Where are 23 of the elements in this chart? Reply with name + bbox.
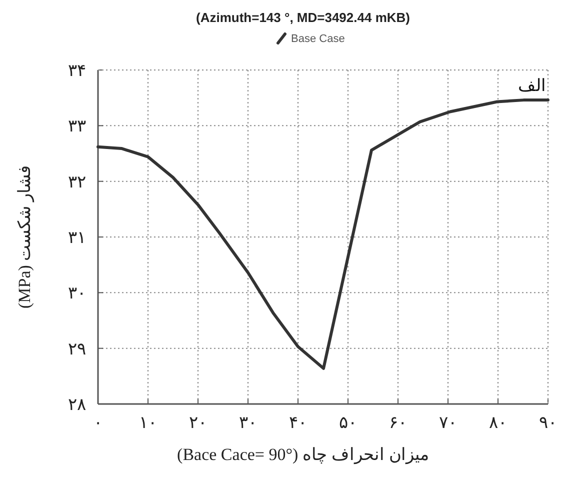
y-tick-label: ۳۴ (68, 61, 86, 80)
y-tick-label: ۲۸ (68, 395, 86, 414)
x-tick-label: ۲۰ (189, 413, 207, 432)
y-tick-label: ۳۳ (68, 116, 86, 136)
x-tick-label: ۰ (94, 413, 102, 432)
x-tick-label: ۹۰ (539, 413, 557, 432)
y-tick-label: ۳۲ (68, 172, 86, 192)
line-series (96, 98, 550, 370)
x-tick-label: ۱۰ (139, 413, 157, 432)
x-axis-title: میزان انحراف چاه (Bace Cace= 90°) (177, 445, 429, 465)
x-tick-label: ۶۰ (389, 413, 407, 432)
x-tick-label: ۴۰ (289, 413, 307, 432)
x-tick-label: ۸۰ (489, 413, 507, 432)
chart-title: (Azimuth=143 °, MD=3492.44 mKB) (196, 10, 410, 25)
annotation: الف (518, 76, 546, 96)
y-tick-label: ۳۱ (68, 228, 86, 247)
x-tick-label: ۷۰ (439, 413, 457, 432)
x-tick-label: ۳۰ (239, 413, 257, 432)
y-axis-title: فشار شکست (MPa) (15, 166, 35, 308)
x-tick-label: ۵۰ (339, 413, 357, 432)
y-tick-label: ۲۹ (68, 339, 86, 358)
y-tick-label: ۳۰ (68, 284, 86, 303)
legend-label: Base Case (291, 33, 345, 45)
